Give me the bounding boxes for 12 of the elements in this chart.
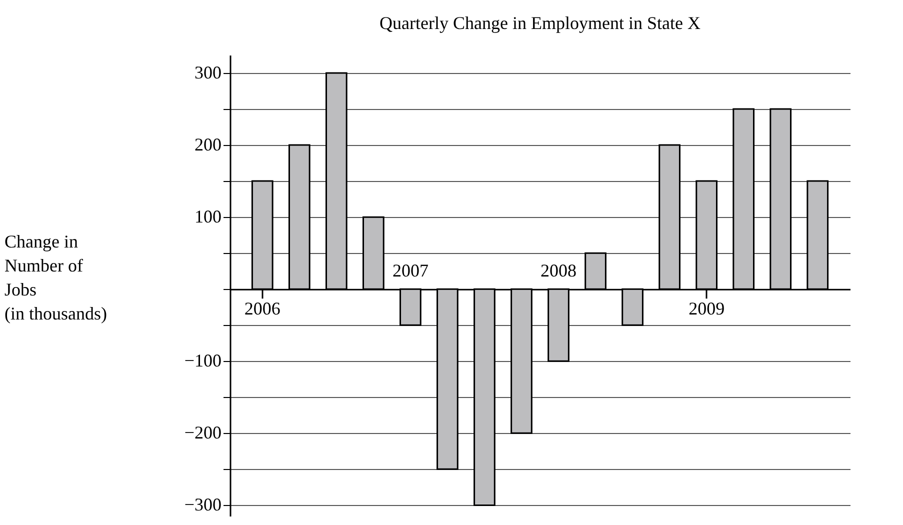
x-tick-label: 2006 — [244, 298, 280, 319]
x-tick-label: 2008 — [540, 260, 577, 281]
y-axis-title: Change in Number of Jobs (in thousands) — [4, 232, 107, 324]
x-tick-label: 2009 — [688, 298, 725, 319]
y-tick-label: 100 — [194, 206, 222, 227]
y-tick-label: 200 — [194, 134, 222, 155]
y-tick-label: −200 — [184, 422, 222, 443]
y-tick-label: −300 — [184, 494, 222, 515]
y-tick-label: −100 — [184, 350, 222, 371]
y-tick-label: 300 — [194, 62, 222, 83]
x-tick-label: 2007 — [392, 260, 428, 281]
chart-title: Quarterly Change in Employment in State X — [380, 13, 700, 33]
